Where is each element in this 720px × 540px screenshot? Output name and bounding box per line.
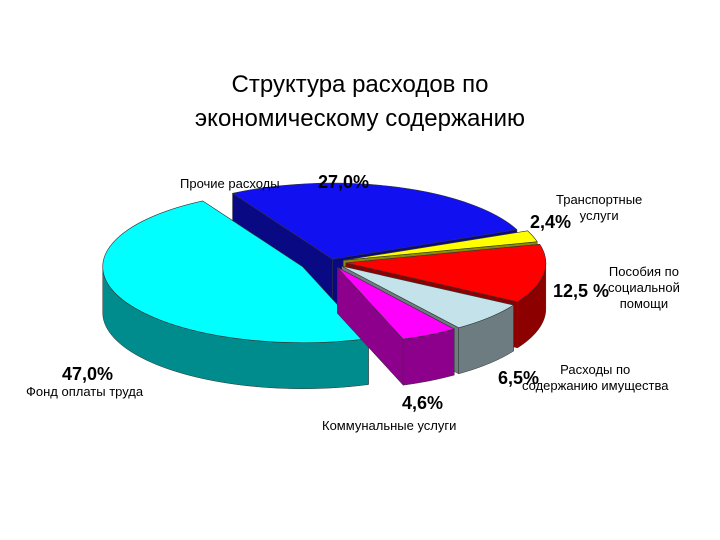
value-label: 4,6% xyxy=(402,393,444,413)
value-label: 2,4% xyxy=(530,212,572,232)
category-label: Пособия по социальной помощи xyxy=(608,264,680,311)
slice-top xyxy=(345,243,547,303)
value-label: 27,0% xyxy=(318,172,370,192)
value-label: 47,0% xyxy=(62,364,114,384)
chart-title: Структура расходов по экономическому сод… xyxy=(194,71,526,132)
value-label: 12,5 % xyxy=(553,281,610,301)
slice xyxy=(337,266,456,386)
category-label: Транспортные услуги xyxy=(556,192,643,223)
slice-top xyxy=(102,200,370,344)
slice xyxy=(102,200,370,389)
slice-top xyxy=(337,267,456,340)
slice-top xyxy=(341,265,515,329)
slice-top xyxy=(343,230,538,261)
value-label: 6,5% xyxy=(498,368,540,388)
category-label: Расходы по содержанию имущества xyxy=(522,362,669,393)
category-label: Прочие расходы xyxy=(180,176,280,191)
category-label: Коммунальные услуги xyxy=(322,418,457,433)
category-label: Фонд оплаты труда xyxy=(26,384,144,399)
slice-top xyxy=(231,182,518,260)
